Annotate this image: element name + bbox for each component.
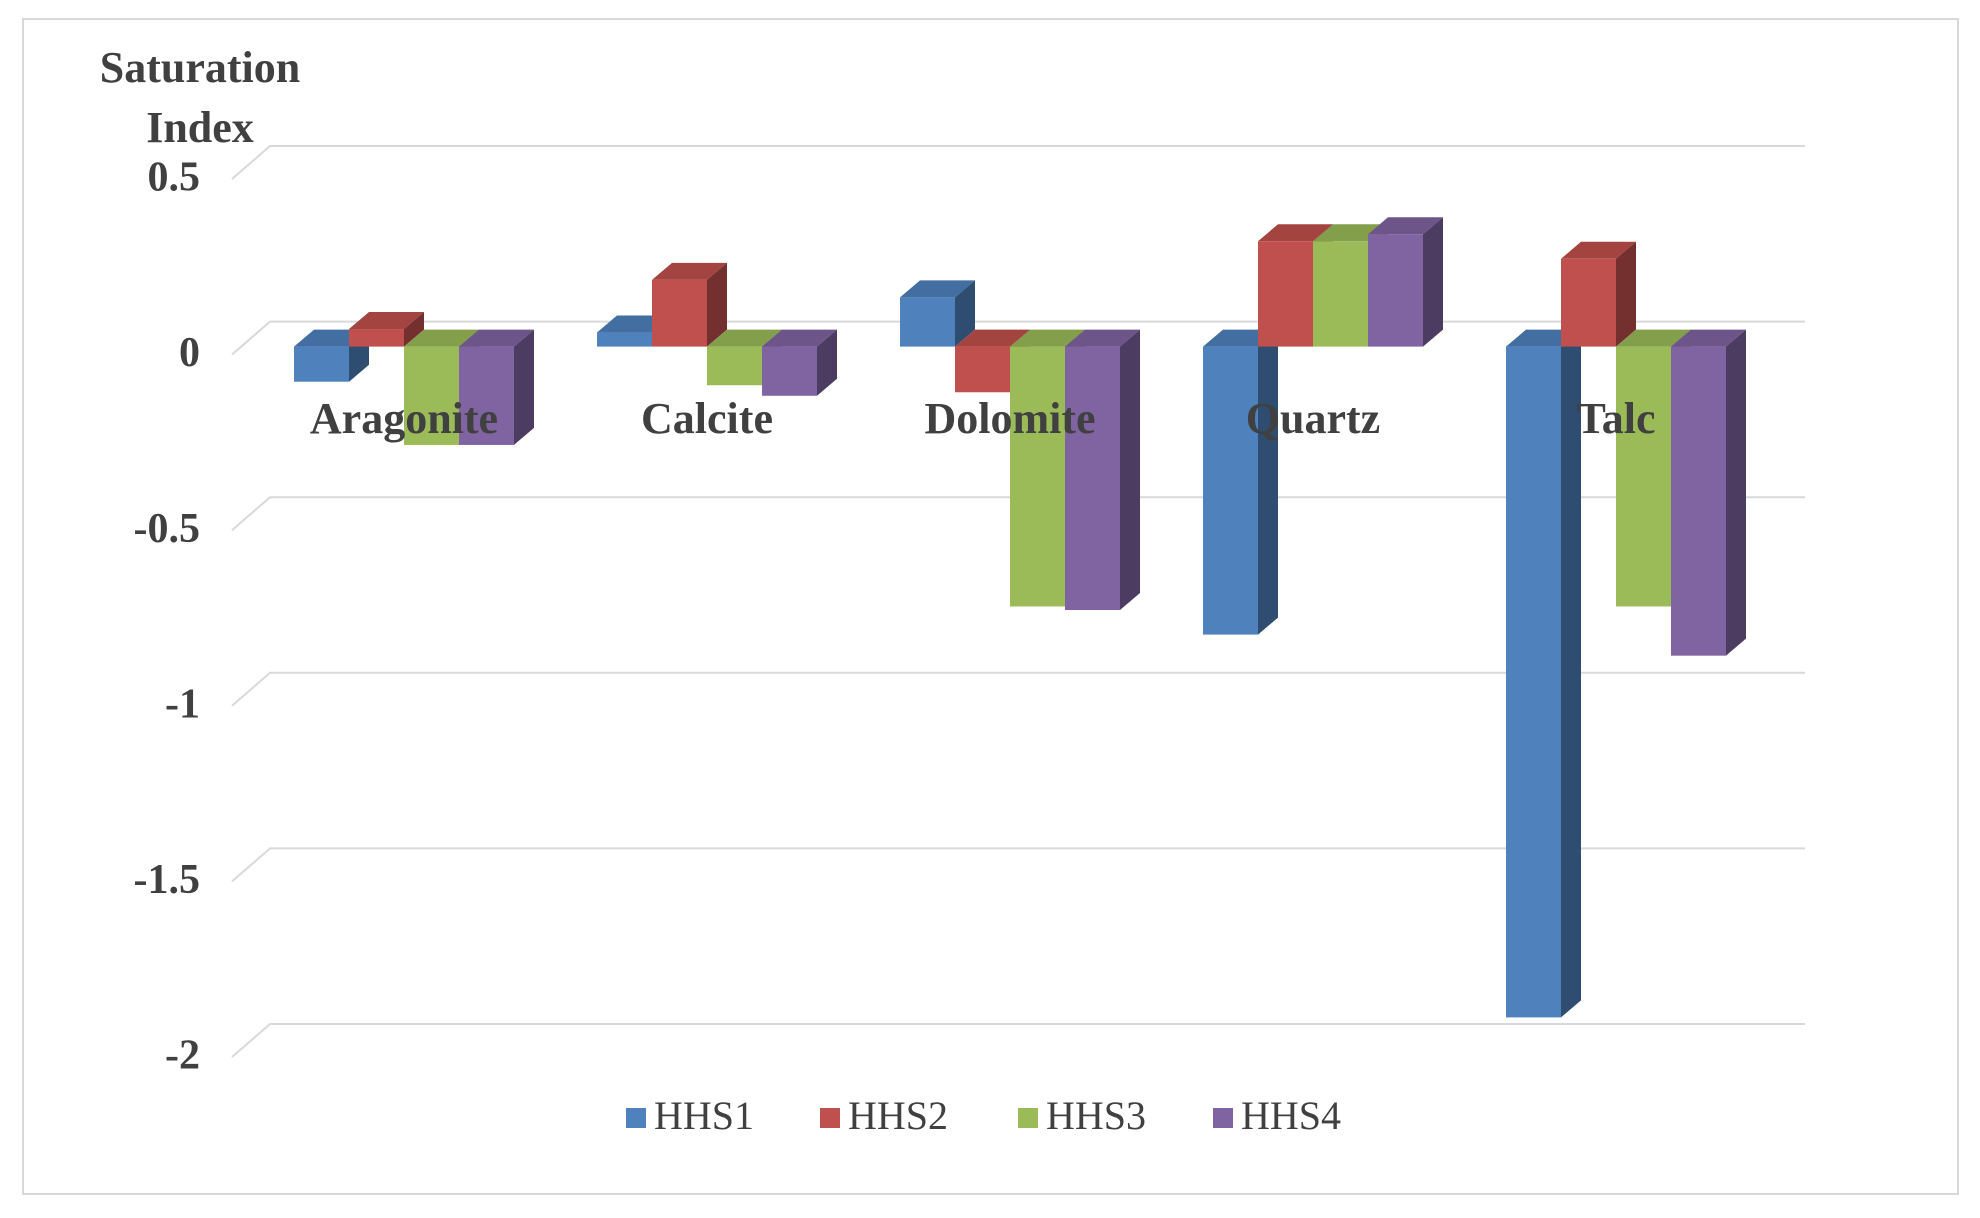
bar-front <box>459 346 514 445</box>
bar-front <box>955 346 1010 393</box>
grid-line <box>231 847 1805 883</box>
grid-line <box>231 1023 1805 1058</box>
bar-top <box>1561 241 1636 259</box>
legend-label: HHS3 <box>1046 1093 1146 1138</box>
x-tick-label: Talc <box>1576 394 1655 443</box>
bar <box>900 280 975 347</box>
bar-top <box>1065 329 1140 347</box>
bar <box>1065 329 1140 610</box>
bar-side <box>1561 329 1581 1018</box>
y-tick-label: 0 <box>179 330 200 376</box>
bar-side <box>404 312 424 347</box>
bar <box>349 312 424 347</box>
bar-front <box>707 346 762 386</box>
bar-top <box>1616 329 1691 347</box>
bar-front <box>1313 241 1368 347</box>
bar-top <box>459 329 534 347</box>
bar <box>1671 329 1746 656</box>
bar <box>1561 241 1636 347</box>
bar-top <box>1258 224 1333 242</box>
bar-top <box>900 280 975 298</box>
bar <box>459 329 534 445</box>
bar-front <box>1671 346 1726 656</box>
grid-line <box>231 496 1805 531</box>
bar-side <box>1423 217 1443 347</box>
bar-side <box>955 280 975 347</box>
bar-top <box>1010 329 1085 347</box>
bar-side <box>707 262 727 347</box>
bar-top <box>762 329 837 347</box>
bar-front <box>1203 346 1258 635</box>
y-tick-label: -2 <box>165 1033 200 1079</box>
y-tick-label: 0.5 <box>148 155 201 201</box>
bar-front <box>597 332 652 347</box>
x-tick-label: Aragonite <box>310 394 498 443</box>
bar-front <box>1616 346 1671 607</box>
bar-side <box>1120 329 1140 610</box>
chart-border <box>22 18 1959 1195</box>
bar-front <box>1258 241 1313 347</box>
legend-label: HHS4 <box>1241 1093 1341 1138</box>
bar-top <box>1671 329 1746 347</box>
bar-side <box>1726 329 1746 656</box>
y-tick-label: -0.5 <box>134 506 201 552</box>
legend-label: HHS1 <box>654 1093 754 1138</box>
bar <box>652 262 727 347</box>
y-tick-label: -1 <box>165 681 200 727</box>
x-tick-label: Dolomite <box>924 394 1095 443</box>
grid-line <box>231 145 1805 180</box>
bar-top <box>349 312 424 330</box>
legend-swatch <box>820 1108 840 1128</box>
bar-front <box>1506 346 1561 1018</box>
grid-line <box>231 671 1805 707</box>
bar-front <box>349 329 404 347</box>
y-tick-label: -1.5 <box>134 857 201 903</box>
bar <box>1203 329 1278 635</box>
bar-side <box>1616 241 1636 347</box>
bar-top <box>1368 217 1443 235</box>
legend-swatch <box>1213 1108 1233 1128</box>
bar-front <box>1065 346 1120 610</box>
bar-top <box>707 329 782 347</box>
bar-top <box>955 329 1030 347</box>
x-tick-label: Quartz <box>1246 394 1380 443</box>
legend-swatch <box>1018 1108 1038 1128</box>
bar-top <box>404 329 479 347</box>
legend-label: HHS2 <box>848 1093 948 1138</box>
bar-front <box>900 297 955 347</box>
bar-front <box>652 279 707 347</box>
bar-front <box>404 346 459 445</box>
bar <box>1506 329 1581 1018</box>
x-tick-label: Calcite <box>641 394 773 443</box>
bar <box>1368 217 1443 347</box>
bar-front <box>1561 258 1616 347</box>
legend-swatch <box>626 1108 646 1128</box>
bar-top <box>652 262 727 280</box>
bar-side <box>514 329 534 445</box>
y-axis-title: Saturation Index <box>99 43 301 152</box>
bar <box>762 329 837 396</box>
bar-front <box>1368 234 1423 347</box>
bar-side <box>1258 329 1278 635</box>
bar-front <box>762 346 817 396</box>
bar-front <box>1010 346 1065 607</box>
bar-side <box>817 329 837 396</box>
bar-front <box>294 346 349 382</box>
